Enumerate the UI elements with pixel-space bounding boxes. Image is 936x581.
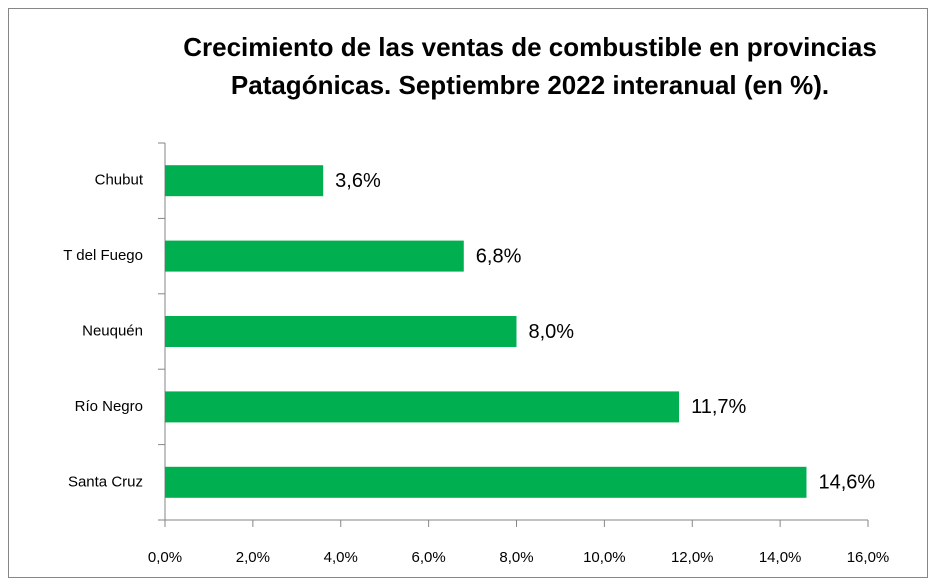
value-label: 6,8%: [476, 245, 522, 267]
value-label: 8,0%: [529, 321, 575, 343]
value-label: 11,7%: [691, 396, 746, 418]
x-tick-label: 14,0%: [759, 549, 802, 566]
bar: [165, 316, 517, 347]
value-label: 14,6%: [818, 472, 875, 494]
bar: [165, 466, 807, 498]
value-label: 3,6%: [335, 170, 381, 192]
x-tick-label: 16,0%: [847, 549, 890, 566]
x-tick-label: 8,0%: [499, 549, 533, 566]
chart-title: Crecimiento de las ventas de combustible…: [183, 32, 877, 100]
x-tick-label: 0,0%: [148, 549, 182, 566]
y-tick-label: T del Fuego: [63, 247, 143, 264]
x-tick-label: 4,0%: [324, 549, 358, 566]
x-tick-label: 10,0%: [583, 549, 626, 566]
x-tick-label: 2,0%: [236, 549, 270, 566]
y-tick-label: Chubut: [95, 172, 144, 189]
y-tick-label: Santa Cruz: [68, 473, 143, 490]
bar: [165, 165, 324, 197]
y-tick-label: Río Negro: [75, 398, 143, 415]
y-tick-label: Neuquén: [82, 322, 143, 339]
x-tick-label: 12,0%: [671, 549, 714, 566]
bar: [165, 240, 464, 272]
x-tick-label: 6,0%: [412, 549, 446, 566]
chart-frame: [8, 8, 928, 578]
bar: [165, 391, 680, 423]
